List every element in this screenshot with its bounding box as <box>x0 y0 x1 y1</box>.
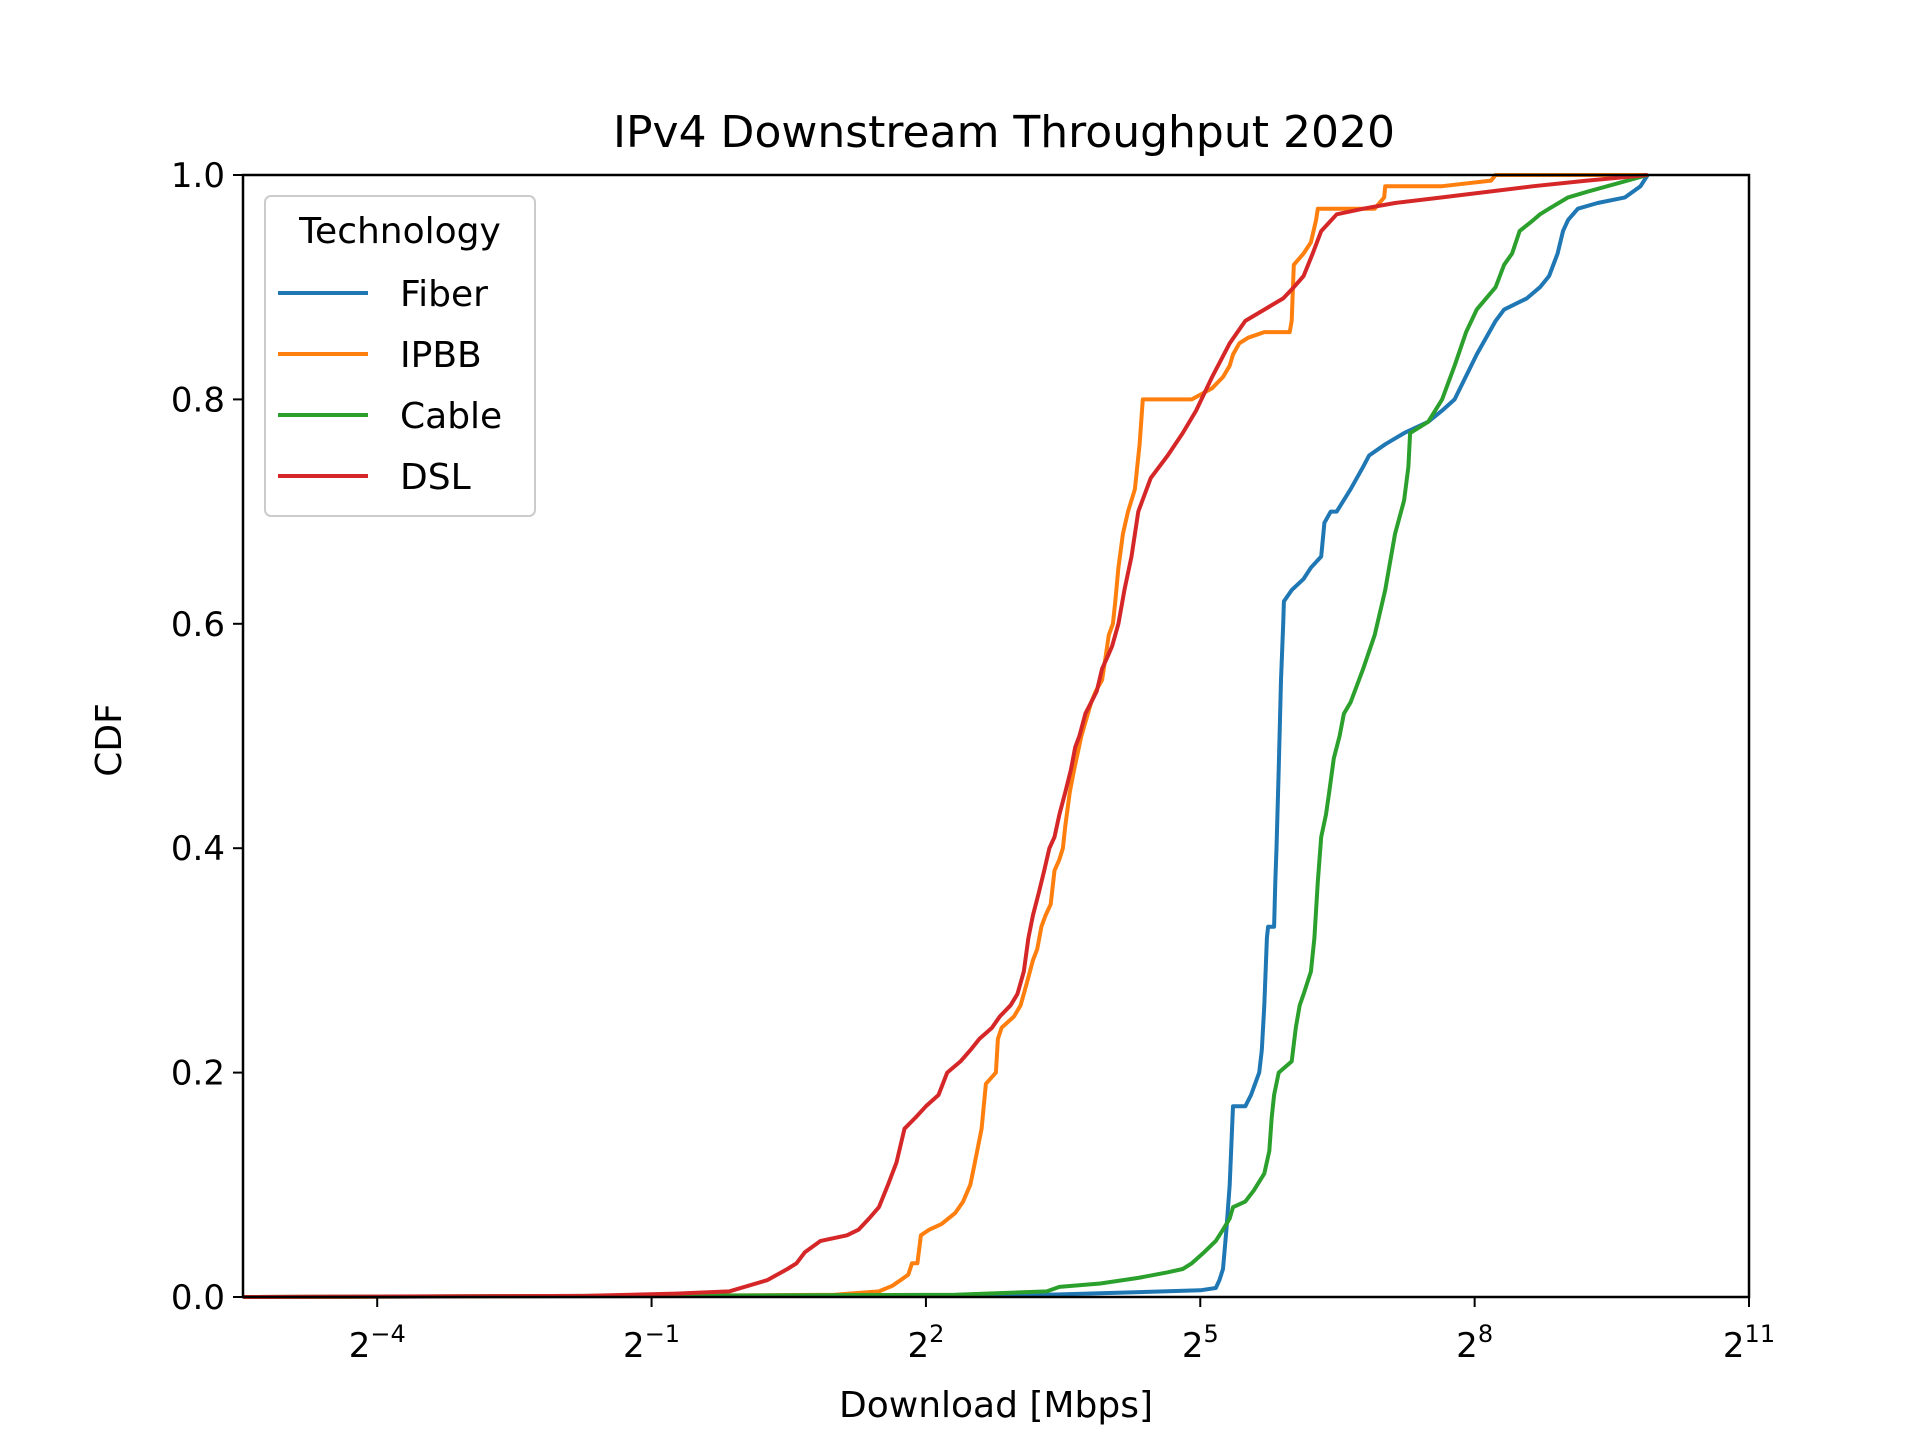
legend-label-dsl: DSL <box>400 457 471 498</box>
x-tick-label: 22 <box>907 1320 944 1366</box>
y-tick-label: 1.0 <box>171 156 225 196</box>
y-tick-label: 0.0 <box>171 1278 225 1318</box>
y-axis-ticks: 0.0 0.2 0.4 0.6 0.8 1.0 <box>171 156 243 1318</box>
y-tick-label: 0.6 <box>171 605 225 645</box>
y-axis-label: CDF <box>89 703 130 777</box>
legend-box <box>264 195 536 517</box>
plot-frame <box>241 173 1751 1299</box>
series-line-cable <box>242 173 1649 1299</box>
x-tick-label: 211 <box>1723 1320 1775 1366</box>
x-axis-ticks: 2−4 2−1 22 25 28 211 <box>349 1297 1775 1366</box>
legend-entries: Fiber IPBB Cable DSL <box>278 274 502 498</box>
series-line-fiber <box>242 173 1650 1299</box>
series-line-dsl <box>242 173 1648 1299</box>
x-axis-label: Download [Mbps] <box>839 1385 1153 1426</box>
x-tick-label: 2−4 <box>349 1320 406 1366</box>
chart-title: IPv4 Downstream Throughput 2020 <box>613 107 1395 158</box>
x-tick-label: 2−1 <box>623 1320 680 1366</box>
series-layer <box>242 173 1650 1299</box>
y-tick-label: 0.2 <box>171 1054 225 1094</box>
y-tick-label: 0.4 <box>171 829 225 869</box>
x-tick-label: 28 <box>1456 1320 1493 1366</box>
legend-label-ipbb: IPBB <box>400 335 482 376</box>
legend-label-cable: Cable <box>400 396 502 437</box>
legend-title: Technology <box>298 211 501 252</box>
y-tick-label: 0.8 <box>171 380 225 420</box>
x-tick-label: 25 <box>1182 1320 1219 1366</box>
legend: Technology Fiber IPBB Cable DSL <box>264 195 536 517</box>
legend-label-fiber: Fiber <box>400 274 488 315</box>
